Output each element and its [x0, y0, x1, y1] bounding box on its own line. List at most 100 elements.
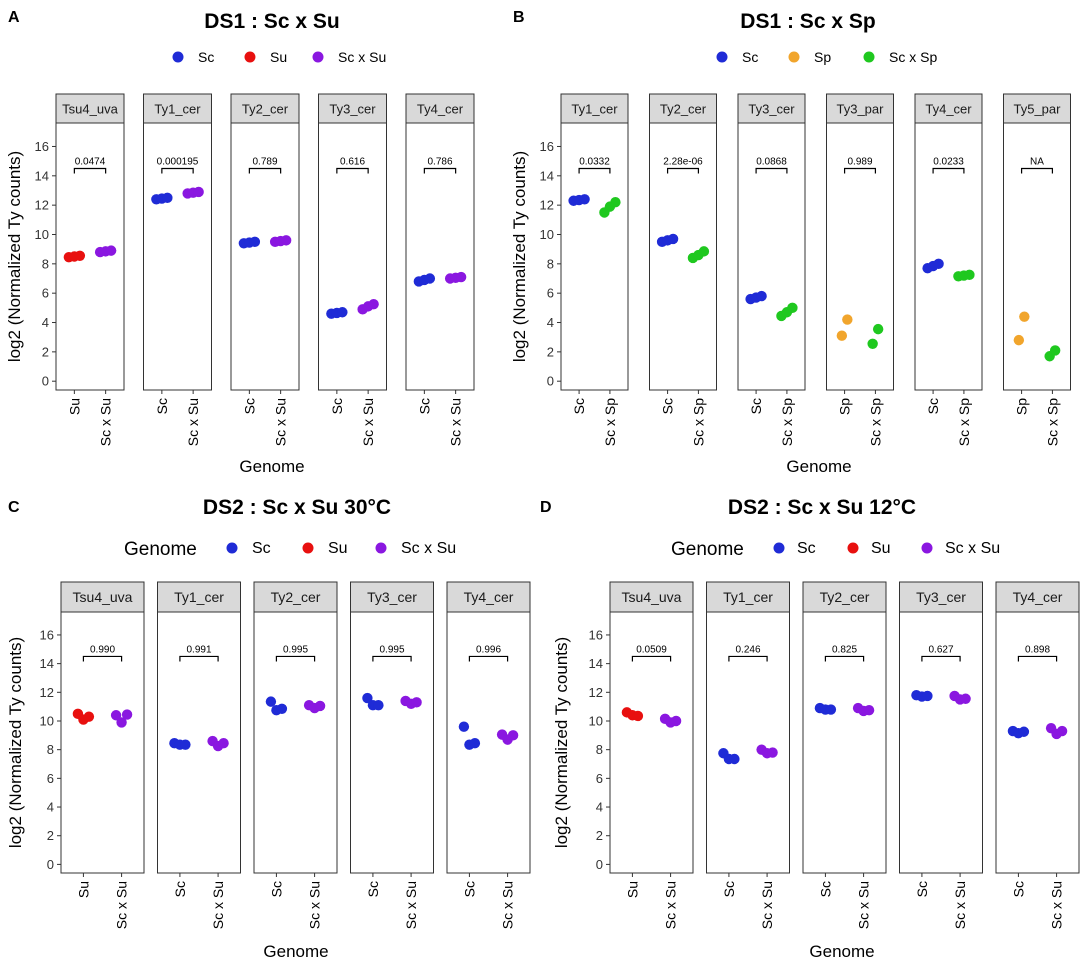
- y-tick-label: 0: [596, 857, 603, 872]
- facet-panel-border: [230, 122, 300, 391]
- x-tick-label: Sc: [416, 398, 432, 414]
- data-point-ty3-cer-sc: [362, 692, 373, 704]
- x-tick-label: Sc x Su: [1049, 881, 1065, 929]
- pvalue-label: 0.825: [832, 644, 857, 655]
- data-point-tsu4-uva-su: [83, 711, 95, 722]
- x-tick-label: Sc x Sp: [690, 398, 706, 446]
- facet-panel-border: [318, 122, 387, 391]
- panel-c: C DS2 : Sc x Su 30°C Genome Sc Su Sc x Su 0 2 4 6…: [6, 496, 531, 961]
- facet-strip: [405, 93, 475, 124]
- panel-title: DS2 : Sc x Su 30°C: [203, 496, 391, 519]
- data-point-ty2-cer-sc: [825, 704, 837, 715]
- x-tick-label: Sc x Su: [185, 398, 201, 446]
- pvalue-bracket: [1020, 167, 1054, 174]
- y-tick-label: 14: [35, 168, 49, 183]
- y-tick-label: 12: [35, 198, 49, 213]
- panel-letter: C: [8, 499, 20, 516]
- data-point-ty4-cer-sc: [933, 258, 944, 270]
- legend-dot-sc: [226, 542, 238, 554]
- pvalue-bracket: [248, 167, 282, 174]
- x-tick-label: Sc x Sp: [779, 398, 795, 446]
- facet-strip: [60, 581, 145, 613]
- x-tick-label: Sc x Su: [448, 398, 464, 446]
- facet-strip-label: Ty1_cer: [571, 102, 618, 117]
- legend-title: Genome: [124, 539, 197, 560]
- data-point-ty4-cer-sc-x-su: [455, 271, 467, 283]
- y-tick-label: 10: [540, 227, 554, 242]
- data-point-ty4-cer-sc-x-su: [1056, 725, 1068, 737]
- data-point-ty4-cer-sc: [458, 721, 470, 732]
- facet-panel-border: [802, 611, 887, 874]
- x-tick-label: Sc: [241, 398, 257, 414]
- facet-ty3-cer: Ty3_cer 0.627 Sc Sc x Su: [899, 581, 983, 929]
- facet-ty4-cer: Ty4_cer 0.996 Sc Sc x Su: [446, 581, 531, 929]
- y-tick-label: 16: [35, 139, 49, 154]
- data-point-tsu4-uva-su: [74, 250, 86, 261]
- x-tick-label: Sc: [268, 881, 284, 897]
- facet-strip-label: Ty4_cer: [464, 589, 514, 605]
- x-tick-label: Sc x Sp: [1044, 398, 1060, 446]
- x-tick-label: Sc x Su: [307, 881, 323, 929]
- y-tick-label: 8: [547, 256, 554, 271]
- x-tick-label: Sc x Su: [663, 881, 679, 929]
- y-tick-label: 16: [40, 627, 54, 642]
- data-point-ty4-cer-sc: [469, 738, 481, 749]
- legend-dot-su: [302, 542, 314, 554]
- facet-strip-label: Ty3_cer: [329, 102, 376, 117]
- legend-label-sc: Sc: [797, 540, 816, 557]
- facet-strip: [1003, 93, 1071, 124]
- y-tick-label: 14: [40, 656, 54, 671]
- panel-letter: D: [540, 499, 552, 516]
- panel-d: D DS2 : Sc x Su 12°C Genome Sc Su Sc x Su 0 2 4 6…: [540, 496, 1080, 961]
- y-tick-label: 16: [540, 139, 554, 154]
- legend-label-sc-x-su: Sc x Su: [338, 49, 386, 65]
- x-axis-title: Genome: [239, 457, 304, 476]
- x-tick-label: Sc: [721, 881, 737, 897]
- facet-panel-border: [157, 611, 241, 874]
- data-point-ty3-par-sp: [842, 314, 853, 325]
- panel-a: A DS1 : Sc x Su Sc Su Sc x Su 0 2 4 6 8 10 12 14 16 lo…: [5, 9, 475, 476]
- x-tick-label: Sc x Su: [114, 881, 130, 929]
- pvalue-bracket: [921, 655, 961, 662]
- pvalue-bracket: [666, 167, 700, 174]
- legend-label-su: Su: [871, 540, 891, 557]
- data-point-ty3-cer-sc: [373, 700, 384, 711]
- data-point-ty5-par-sp: [1013, 334, 1025, 346]
- panel-title: DS1 : Sc x Su: [204, 10, 339, 33]
- data-point-ty1-cer-sc: [579, 194, 590, 205]
- y-axis: 0 2 4 6 8 10 12 14 16 log2 (Normalized Ty counts): [5, 139, 56, 389]
- panel-title: DS2 : Sc x Su 12°C: [728, 496, 916, 519]
- facet-panel-border: [446, 611, 531, 874]
- pvalue-bracket: [824, 655, 865, 662]
- facet-ty4-cer: Ty4_cer 0.0233 Sc Sc x Sp: [914, 93, 983, 446]
- y-tick-label: 0: [42, 374, 49, 389]
- pvalue-label: 0.246: [735, 644, 760, 655]
- facet-panel-border: [649, 122, 717, 391]
- facet-ty3-cer: Ty3_cer 0.616 Sc Sc x Su: [318, 93, 387, 446]
- facet-tsu4-uva: Tsu4_uva 0.0509 Su Sc x Su: [609, 581, 694, 929]
- pvalue-label: 0.0474: [75, 156, 106, 167]
- pvalue-bracket: [843, 167, 877, 174]
- data-point-ty2-cer-sc: [276, 703, 288, 714]
- legend-label-sc-x-su: Sc x Su: [401, 540, 456, 557]
- facet-panel-border: [899, 611, 983, 874]
- pvalue-label: 0.991: [186, 644, 211, 655]
- y-axis: 0 2 4 6 8 10 12 14 16 log2 (Normalized Ty counts): [552, 627, 610, 872]
- facet-tsu4-uva: Tsu4_uva 0.990 Su Sc x Su: [60, 581, 145, 929]
- facet-strip: [560, 93, 629, 124]
- facet-strip: [143, 93, 212, 124]
- x-tick-label: Su: [75, 881, 91, 898]
- pvalue-bracket: [468, 655, 509, 662]
- legend-dot-su: [244, 51, 256, 63]
- legend-label-sc-x-su: Sc x Su: [945, 540, 1000, 557]
- data-point-ty2-cer-sc-x-su: [280, 235, 292, 246]
- y-tick-label: 16: [589, 627, 603, 642]
- x-tick-label: Sc x Sp: [602, 398, 618, 446]
- facet-strip-label: Ty2_cer: [660, 102, 707, 117]
- pvalue-bracket: [728, 655, 768, 662]
- x-axis-title: Genome: [809, 942, 874, 961]
- x-tick-label: Sc x Su: [759, 881, 775, 929]
- pvalue-bracket: [336, 167, 369, 174]
- x-tick-label: Sc: [1010, 881, 1026, 897]
- data-point-ty5-par-sc-x-sp: [1049, 345, 1061, 356]
